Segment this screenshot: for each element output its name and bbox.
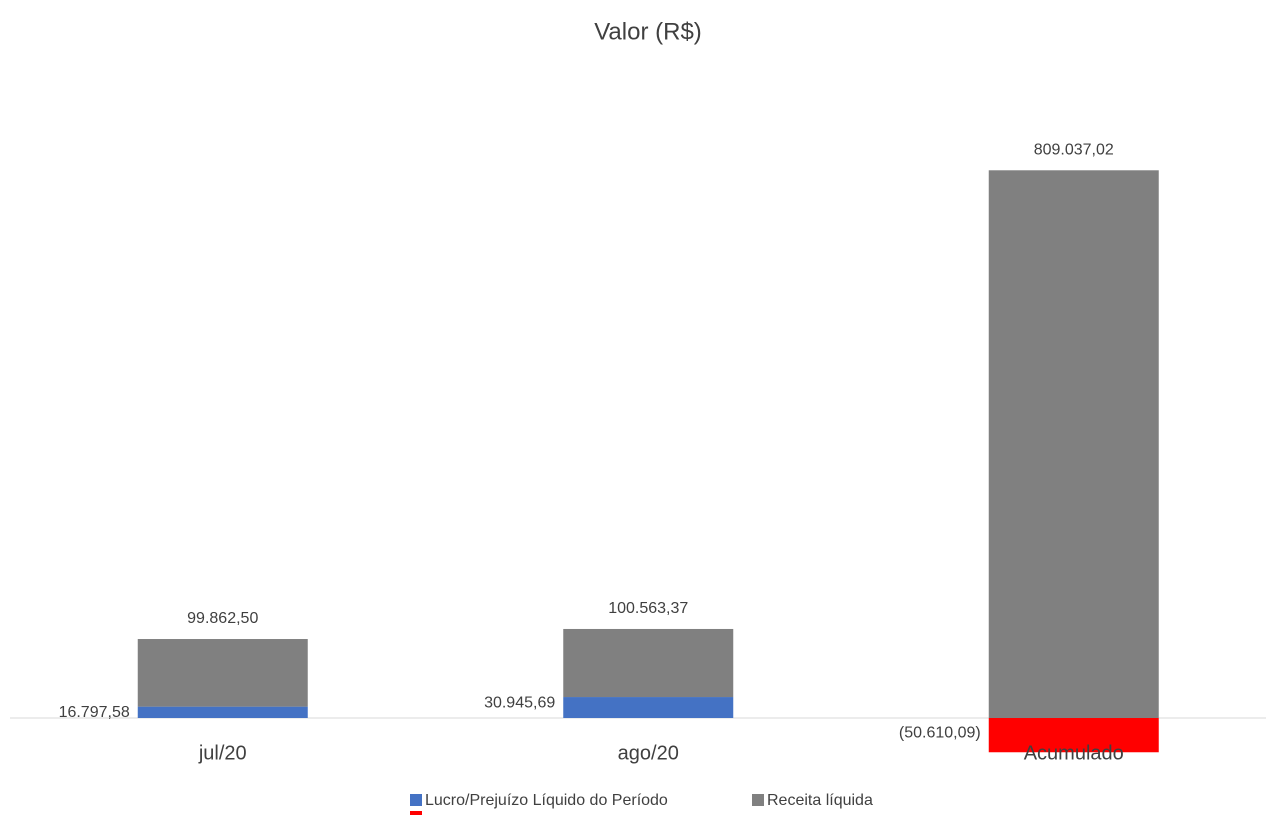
x-tick-label: ago/20 xyxy=(618,742,679,764)
legend-swatch xyxy=(752,794,764,806)
bar xyxy=(137,639,308,707)
data-label: 16.797,58 xyxy=(59,704,130,721)
x-tick-label: Acumulado xyxy=(1024,742,1124,764)
data-label: 30.945,69 xyxy=(484,694,555,711)
data-label: 99.862,50 xyxy=(187,610,258,627)
bar xyxy=(563,697,734,718)
legend-label: Receita líquida xyxy=(767,792,873,809)
legend-label: Lucro/Prejuízo Líquido do Período xyxy=(425,792,668,809)
data-label: 100.563,37 xyxy=(608,600,688,617)
data-label: (50.610,09) xyxy=(899,724,981,741)
legend-swatch xyxy=(410,794,422,806)
x-tick-label: jul/20 xyxy=(198,742,247,764)
legend-swatch-invert xyxy=(410,811,422,815)
chart-title: Valor (R$) xyxy=(594,18,702,45)
bar xyxy=(137,706,308,718)
data-label: 809.037,02 xyxy=(1034,142,1114,159)
bar xyxy=(988,718,1159,753)
bar xyxy=(988,170,1159,719)
bar xyxy=(563,628,734,698)
